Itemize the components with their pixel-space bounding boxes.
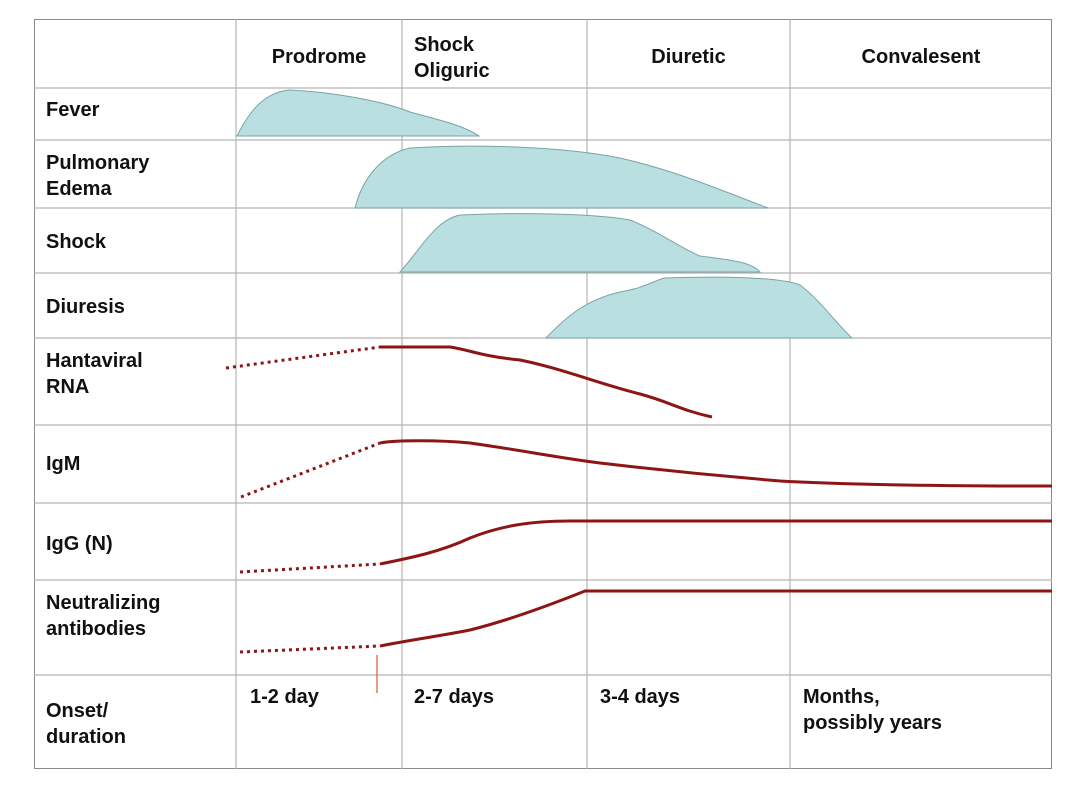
row-label-hantaviral-rna: Hantaviral RNA <box>46 350 143 398</box>
row-label-fever: Fever <box>46 99 100 121</box>
phase-convalesent: Convalesent <box>861 46 981 68</box>
row-label-onset-duration: Onset/ duration <box>46 700 126 748</box>
phase-prodrome: Prodrome <box>271 46 367 68</box>
igm-dotted-line <box>240 441 381 499</box>
igm-curve <box>379 439 1053 488</box>
duration-diuretic: 3-4 days <box>600 686 681 708</box>
shock-shape <box>398 213 762 273</box>
duration-prodrome: 1-2 day <box>250 686 319 708</box>
igg-curve <box>379 519 1052 566</box>
igg-dotted-line <box>239 562 381 574</box>
diuresis-shape <box>544 276 854 339</box>
hantaviral-rna-curve <box>380 345 713 419</box>
diagram-frame <box>34 19 1052 769</box>
row-label-igg: IgG (N) <box>46 533 113 555</box>
phase-diuretic: Diuretic <box>651 46 726 68</box>
neutralizing-curve <box>379 589 1052 648</box>
row-label-pulmonary-edema: Pulmonary Edema <box>46 152 150 200</box>
phase-shock-oliguric: Shock Oliguric <box>414 34 490 82</box>
neutralizing-dotted-line <box>239 644 381 654</box>
duration-shock-oliguric: 2-7 days <box>414 686 495 708</box>
row-label-diuresis: Diuresis <box>46 296 125 318</box>
duration-convalesent: Months, possibly years <box>803 686 942 734</box>
fever-shape <box>236 89 481 137</box>
row-label-shock: Shock <box>46 231 107 253</box>
row-label-igm: IgM <box>46 453 81 475</box>
grid-lines <box>34 19 1052 769</box>
pulmonary-edema-shape <box>354 145 769 209</box>
hantaviral-rna-dotted-line <box>225 345 381 370</box>
row-label-neutralizing-antibodies: Neutralizing antibodies <box>46 592 161 640</box>
